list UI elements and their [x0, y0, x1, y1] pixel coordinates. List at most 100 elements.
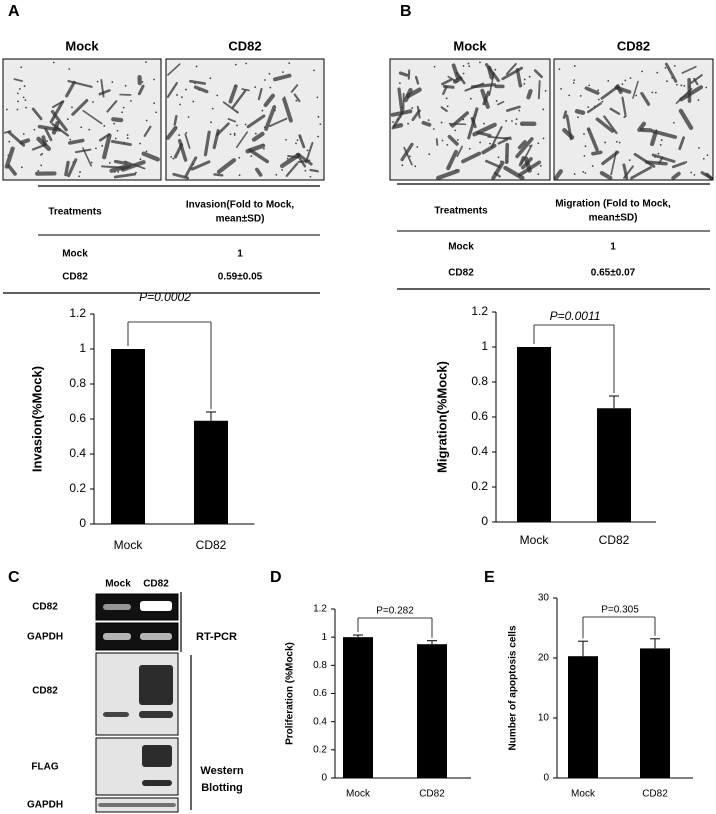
cell: [403, 146, 413, 166]
pore: [113, 122, 116, 125]
micrograph: [165, 58, 325, 181]
pore: [16, 108, 19, 111]
pore: [80, 126, 83, 129]
cell: [623, 165, 634, 179]
cell: [621, 96, 627, 118]
pore: [411, 107, 414, 109]
pore: [288, 62, 291, 65]
pore: [135, 171, 137, 174]
y-axis-label: Invasion(%Mock): [29, 366, 44, 472]
cell: [442, 85, 448, 96]
y-tick-label: 0.6: [69, 411, 86, 425]
x-tick-label: CD82: [419, 789, 445, 800]
table-header: Treatments: [434, 206, 488, 217]
cell: [650, 131, 658, 147]
table-header: mean±SD): [216, 214, 265, 225]
cell: [609, 107, 621, 115]
pore: [582, 170, 585, 173]
pore: [702, 157, 705, 160]
y-tick-label: 1: [321, 632, 327, 643]
cell: [309, 168, 319, 173]
pore: [705, 86, 708, 89]
pore: [254, 132, 257, 135]
pore: [495, 100, 498, 102]
pore: [24, 99, 27, 101]
pore: [684, 95, 687, 98]
pore: [304, 169, 307, 172]
y-tick-label: 0.4: [313, 716, 327, 727]
error-bar: [650, 638, 660, 649]
pore: [71, 106, 73, 109]
pore: [313, 69, 315, 72]
pore: [66, 118, 69, 121]
pore: [262, 144, 264, 146]
cell: [435, 138, 439, 146]
bar: [640, 648, 670, 778]
cell: [106, 100, 118, 113]
blot-row-label: FLAG: [31, 762, 58, 773]
pore: [16, 92, 19, 95]
pore: [577, 116, 579, 119]
cell: [480, 88, 490, 109]
cell: [71, 98, 89, 116]
y-tick-label: 0.8: [69, 376, 86, 390]
table-cell: CD82: [448, 268, 474, 279]
x-tick-label: Mock: [346, 789, 371, 800]
pore: [299, 136, 302, 138]
pore: [238, 156, 241, 159]
pore: [114, 137, 117, 140]
pore: [309, 175, 312, 178]
cell: [447, 75, 458, 83]
pore: [573, 173, 576, 175]
cell: [110, 140, 132, 147]
cell: [143, 125, 152, 137]
pore: [236, 124, 238, 127]
pore: [124, 84, 127, 87]
y-tick-label: 10: [538, 713, 550, 724]
cell: [4, 146, 15, 169]
pore: [583, 133, 585, 135]
pore: [296, 139, 299, 142]
cell: [212, 129, 220, 150]
pore: [560, 88, 562, 90]
cell: [678, 136, 686, 151]
pore: [660, 139, 663, 141]
error-bar: [353, 634, 363, 638]
y-tick-label: 0: [79, 516, 86, 530]
cell: [485, 159, 501, 169]
cell: [231, 89, 247, 109]
cell: [397, 87, 404, 115]
pore: [672, 121, 675, 124]
cell: [467, 119, 476, 140]
cell: [141, 151, 160, 162]
pore: [520, 84, 523, 87]
pore: [33, 128, 36, 131]
pore: [194, 82, 196, 85]
cell: [167, 63, 181, 76]
pore: [542, 108, 545, 111]
micrograph: [553, 58, 714, 181]
cell: [515, 137, 534, 159]
pore: [139, 142, 142, 145]
pore: [597, 89, 600, 92]
cell: [487, 65, 494, 80]
pore: [680, 84, 683, 87]
pore: [588, 84, 591, 87]
y-tick-label: 20: [538, 653, 550, 664]
pore: [568, 94, 571, 97]
blot-row-label: CD82: [32, 602, 58, 613]
pore: [628, 159, 631, 162]
cell: [109, 163, 132, 173]
pore: [642, 129, 645, 132]
pore: [17, 100, 19, 103]
cell: [172, 172, 190, 180]
pore: [558, 68, 561, 71]
pore: [523, 82, 526, 85]
pore: [7, 154, 10, 157]
pore: [263, 126, 266, 129]
pore: [537, 142, 540, 145]
pore: [505, 120, 508, 122]
pore: [591, 165, 594, 167]
pore: [641, 70, 644, 73]
micrograph: [389, 58, 551, 181]
